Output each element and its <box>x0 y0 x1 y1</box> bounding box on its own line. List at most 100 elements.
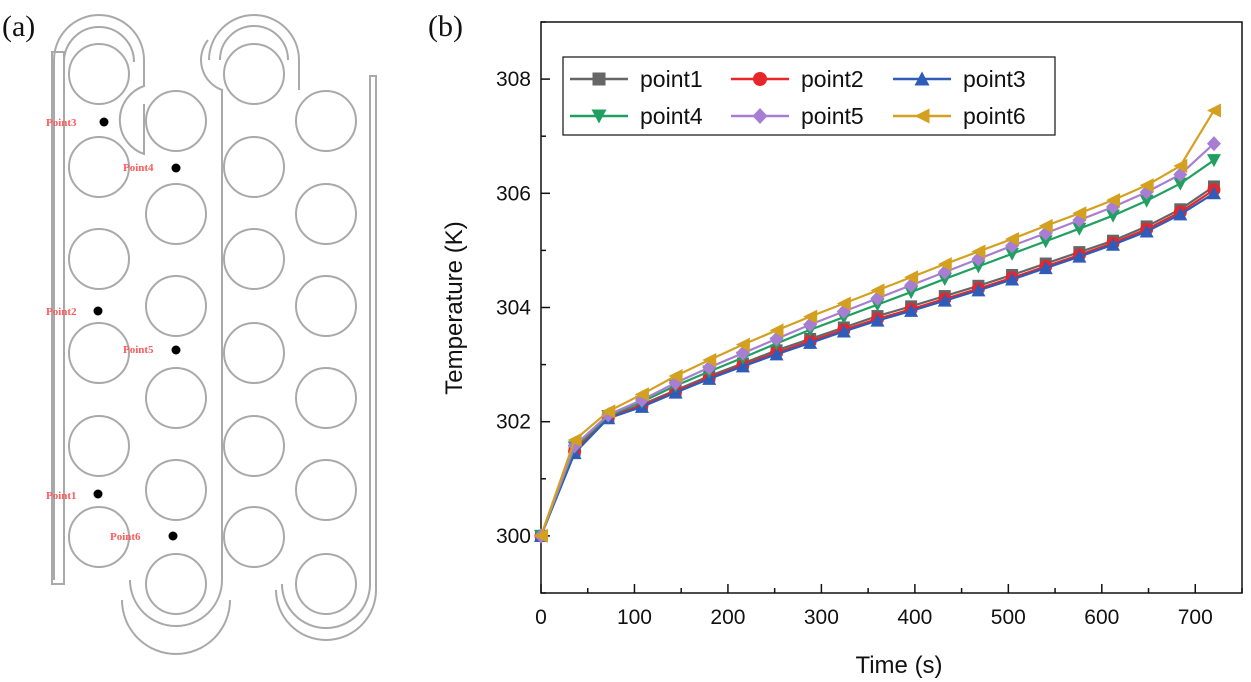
left-wall <box>51 51 65 585</box>
data-point <box>634 387 649 402</box>
measurement-point-dot <box>93 489 103 499</box>
cell-circle <box>295 275 357 337</box>
data-point <box>1206 136 1221 152</box>
panel-a-tag: (a) <box>2 10 35 43</box>
data-point <box>567 432 582 447</box>
legend-label: point2 <box>801 66 864 92</box>
data-point <box>904 270 919 285</box>
data-point <box>1173 158 1188 173</box>
y-tick-label: 304 <box>496 297 531 320</box>
data-point <box>769 323 784 338</box>
cell-circle <box>223 228 285 290</box>
panel-a-schematic: (a) Point3 Point4 Point2 Point5 Point1 Point6 <box>2 10 377 655</box>
data-point <box>1139 224 1154 238</box>
panel-b-chart: (b) 0 100 200 300 400 500 600 700 300 302 304 306 30… <box>428 10 1243 679</box>
data-point <box>1072 222 1087 236</box>
data-point <box>904 303 919 317</box>
data-point <box>735 359 750 373</box>
data-point <box>1106 209 1121 223</box>
coolant-tube <box>219 25 289 61</box>
x-tick-label: 300 <box>804 606 839 629</box>
data-point <box>803 335 818 349</box>
x-tick-label: 100 <box>617 606 652 629</box>
data-point <box>971 244 986 259</box>
cell-circle <box>295 183 357 245</box>
legend-item-point2: point2 <box>731 66 864 92</box>
data-point <box>1173 177 1188 191</box>
data-point <box>1005 247 1020 261</box>
cell-circle <box>68 136 130 198</box>
legend-label: point3 <box>963 66 1026 92</box>
legend-item-point5: point5 <box>731 103 864 129</box>
y-tick-label: 302 <box>496 411 531 434</box>
data-point <box>752 108 768 124</box>
measurement-point-label: Point2 <box>46 306 77 318</box>
y-tick-label: 300 <box>496 525 531 548</box>
panel-b-tag: (b) <box>428 10 463 43</box>
coolant-tube <box>275 75 377 641</box>
measurement-point-dot <box>168 531 178 541</box>
coolant-tube <box>208 14 300 90</box>
cell-circle <box>145 183 207 245</box>
cell-circle <box>68 43 130 105</box>
x-tick-label: 600 <box>1084 606 1119 629</box>
x-tick-label: 200 <box>710 606 745 629</box>
data-point <box>534 528 548 543</box>
data-point <box>769 347 784 361</box>
legend-label: point5 <box>801 103 864 129</box>
data-point <box>1106 193 1121 208</box>
data-point <box>971 283 986 297</box>
data-point <box>668 369 683 384</box>
coolant-tube <box>63 26 135 580</box>
data-series <box>534 103 1221 544</box>
data-point <box>914 108 930 124</box>
series-point4 <box>534 154 1221 543</box>
data-point <box>1005 231 1020 246</box>
legend-label: point6 <box>963 103 1026 129</box>
data-point <box>1206 186 1221 200</box>
data-point <box>601 404 616 419</box>
legend-label: point4 <box>640 103 703 129</box>
data-point <box>1072 206 1087 221</box>
cell-circle <box>223 136 285 198</box>
legend-item-point1: point1 <box>570 66 703 92</box>
data-point <box>836 324 851 338</box>
cell-circle <box>145 367 207 429</box>
data-point <box>735 337 750 352</box>
battery-cell-array <box>51 14 377 655</box>
cell-circle <box>68 228 130 290</box>
data-point <box>914 71 930 86</box>
data-point <box>1206 103 1221 118</box>
cell-circle <box>145 459 207 521</box>
measurement-point-label: Point5 <box>123 344 154 356</box>
series-point1 <box>535 180 1220 542</box>
data-point <box>1106 237 1121 251</box>
data-point <box>1173 207 1188 221</box>
coolant-tube <box>53 14 145 580</box>
legend-box <box>562 56 1056 136</box>
data-point <box>1005 272 1020 286</box>
measurement-point-label: Point3 <box>46 117 77 129</box>
measurement-point-dot <box>99 117 109 127</box>
x-tick-label: 400 <box>897 606 932 629</box>
data-point <box>702 353 717 368</box>
measurement-point-label: Point1 <box>46 490 77 502</box>
cell-circle <box>295 459 357 521</box>
measurement-point-label: Point4 <box>123 162 154 174</box>
cell-circle <box>223 506 285 568</box>
cell-circle <box>223 415 285 477</box>
data-point <box>591 109 607 124</box>
cell-circle <box>68 506 130 568</box>
series-point6 <box>534 103 1221 543</box>
data-point <box>1139 178 1154 193</box>
cell-circle <box>145 90 207 152</box>
data-point <box>592 72 606 86</box>
data-point <box>937 293 952 307</box>
x-tick-label: 0 <box>535 606 547 629</box>
data-point <box>1038 235 1053 249</box>
x-axis-title: Time (s) <box>855 652 942 679</box>
legend: point1 point2 point3 point4 point5 point6 <box>562 56 1056 136</box>
y-tick-label: 306 <box>496 182 531 205</box>
data-point <box>1139 194 1154 208</box>
